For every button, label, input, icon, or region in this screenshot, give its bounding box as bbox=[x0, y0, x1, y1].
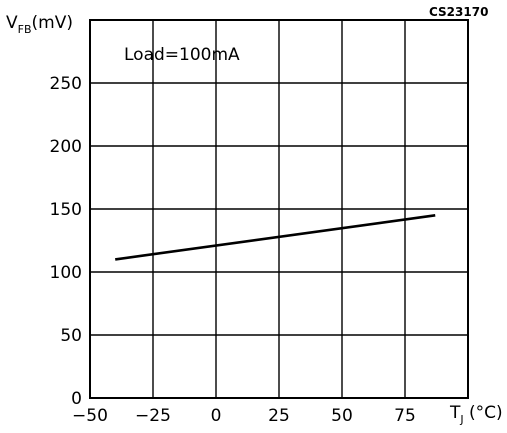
x-tick-labels: −50 −25 0 25 50 75 bbox=[72, 406, 416, 426]
plot-frame bbox=[89, 19, 469, 399]
x-tick-label: −50 bbox=[72, 406, 108, 426]
y-tick-label: 0 bbox=[71, 389, 82, 409]
y-tick-label: 50 bbox=[60, 326, 82, 346]
y-tick-label: 100 bbox=[50, 263, 82, 283]
x-axis-label-main: T bbox=[449, 403, 461, 423]
x-tick-label: 75 bbox=[394, 406, 416, 426]
grid-lines bbox=[90, 20, 468, 398]
x-axis-label-unit: (°C) bbox=[464, 403, 503, 423]
load-annotation: Load=100mA bbox=[124, 45, 240, 65]
series-line bbox=[115, 214, 436, 261]
y-axis-label-main: V bbox=[6, 13, 18, 33]
y-tick-label: 200 bbox=[50, 137, 82, 157]
x-tick-label: −25 bbox=[135, 406, 171, 426]
y-axis-label-unit: (mV) bbox=[32, 13, 73, 33]
y-axis-label-sub: FB bbox=[18, 23, 32, 36]
y-tick-label: 250 bbox=[50, 74, 82, 94]
y-tick-labels: 0 50 100 150 200 250 bbox=[50, 74, 82, 409]
x-tick-label: 50 bbox=[331, 406, 353, 426]
x-tick-label: 25 bbox=[268, 406, 290, 426]
series-group bbox=[115, 214, 436, 261]
x-axis-label: TJ (°C) bbox=[449, 403, 503, 426]
y-axis-label: VFB(mV) bbox=[6, 13, 73, 36]
figure-code: CS23170 bbox=[429, 5, 488, 19]
x-tick-label: 0 bbox=[211, 406, 222, 426]
x-axis-label-sub: J bbox=[459, 413, 463, 426]
y-tick-label: 150 bbox=[50, 200, 82, 220]
